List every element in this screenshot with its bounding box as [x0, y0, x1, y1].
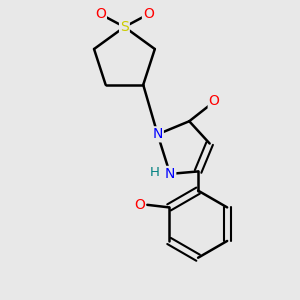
Text: H: H: [150, 166, 160, 179]
Text: O: O: [95, 7, 106, 21]
Text: O: O: [134, 198, 145, 212]
Text: O: O: [143, 7, 154, 21]
Text: O: O: [209, 94, 220, 108]
Text: N: N: [152, 127, 163, 141]
Text: N: N: [165, 167, 175, 181]
Text: S: S: [120, 20, 129, 34]
